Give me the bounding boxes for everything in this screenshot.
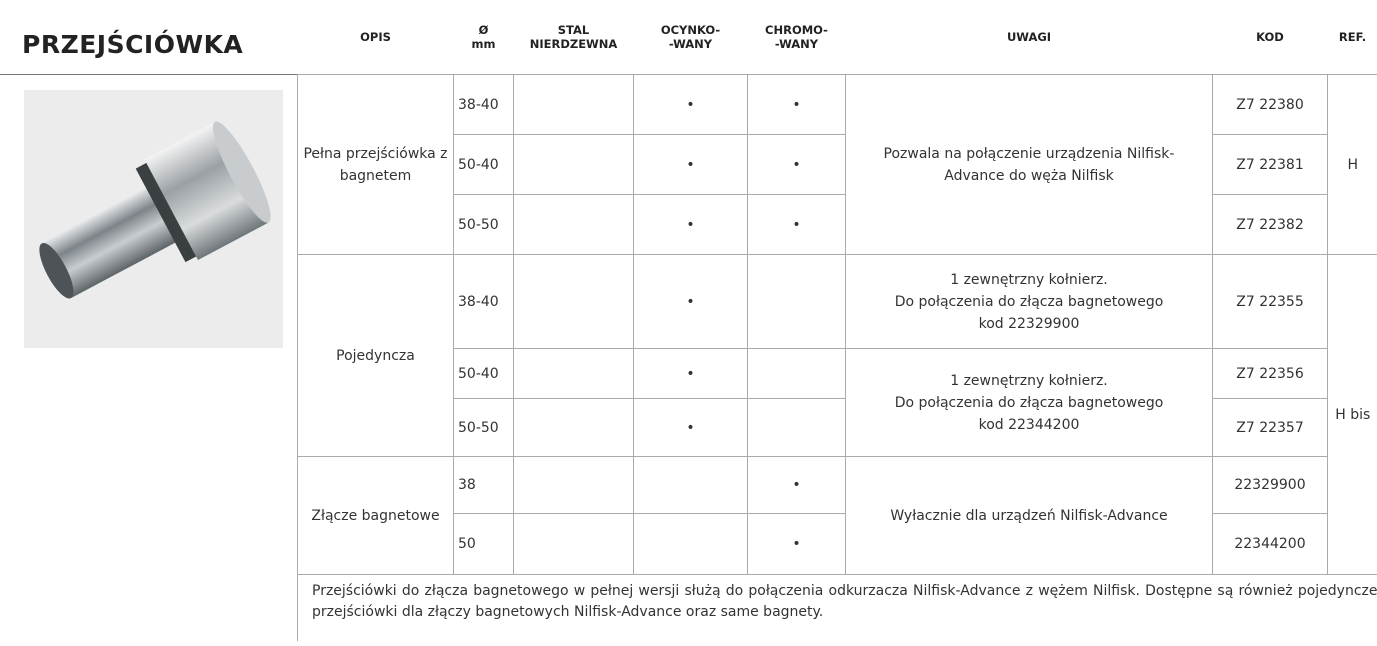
header-text: STAL — [557, 23, 590, 37]
row: 50-40 • 1 zewnętrzny kołnierz. Do połącze… — [298, 348, 1377, 457]
chrom: • — [747, 194, 846, 255]
row: 50-50 • • Z7 22382 — [298, 194, 1377, 255]
stal — [513, 348, 634, 399]
mm: 50 — [453, 513, 514, 575]
ocynk: • — [633, 398, 748, 457]
mm: 50-40 — [453, 348, 514, 399]
header-text: KOD — [1256, 30, 1284, 44]
chrom — [747, 348, 846, 399]
note-row: Przejściówki do złącza bagnetowego w peł… — [297, 574, 1377, 641]
header-text: REF. — [1338, 30, 1367, 44]
uwagi: 1 zewnętrzny kołnierz. Do połączenia do z… — [845, 254, 1213, 349]
row: 50-40 • • Z7 22381 — [298, 134, 1377, 195]
row: 50 • 22344200 — [298, 513, 1377, 575]
mm: 38-40 — [453, 74, 514, 135]
header-text: -WANY — [774, 37, 819, 51]
uwagi: 1 zewnętrzny kołnierz. Do połączenia do z… — [845, 348, 1213, 457]
header: REF. — [1328, 0, 1377, 75]
header: OPIS — [298, 0, 454, 75]
chrom — [747, 254, 846, 349]
chrom: • — [747, 74, 846, 135]
mm: 38 — [453, 456, 514, 514]
ocynk — [633, 456, 748, 514]
header-text: Ø — [478, 23, 489, 37]
kod: Z7 22382 — [1212, 194, 1328, 255]
ref: H bis — [1327, 254, 1377, 575]
row: Pojedyncza 38-40 • 1 zewnętrzny kołnierz… — [297, 254, 1377, 575]
header-text: OPIS — [360, 30, 391, 44]
uwagi: Pozwala na połączenie urządzenia Nilfisk… — [845, 74, 1213, 255]
kod: Z7 22355 — [1212, 254, 1328, 349]
product-illustration — [39, 121, 271, 299]
header-text: NIERDZEWNA — [529, 37, 618, 51]
chrom: • — [747, 513, 846, 575]
kod: 22329900 — [1212, 456, 1328, 514]
ocynk: • — [633, 254, 748, 349]
title: PRZEJŚCIÓWKA — [22, 30, 244, 59]
uwagi-line: Do połączenia do złącza bagnetowego — [894, 394, 1164, 411]
uwagi-line: 1 zewnętrzny kołnierz. — [950, 271, 1108, 288]
ocynk: • — [633, 134, 748, 195]
kod: Z7 22357 — [1212, 398, 1328, 457]
header-text: -WANY — [668, 37, 713, 51]
stal — [513, 194, 634, 255]
opis: Pełna przejściówka z bagnetem — [297, 74, 454, 255]
header: KOD — [1213, 0, 1328, 75]
row: Pełna przejściówka z bagnetem 38-40 • • … — [297, 74, 1377, 255]
uwagi: Wyłacznie dla urządzeń Nilfisk-Advance — [845, 456, 1213, 575]
uwagi-line: 1 zewnętrzny kołnierz. — [950, 372, 1108, 389]
stal — [513, 513, 634, 575]
kod: Z7 22381 — [1212, 134, 1328, 195]
stal — [513, 398, 634, 457]
chrom — [747, 398, 846, 457]
product-photo — [24, 90, 283, 348]
kod: Z7 22356 — [1212, 348, 1328, 399]
uwagi-line: kod 22329900 — [978, 315, 1080, 332]
uwagi-line: Do połączenia do złącza bagnetowego — [894, 293, 1164, 310]
mm: 50-50 — [453, 398, 514, 457]
stal — [513, 134, 634, 195]
chrom: • — [747, 456, 846, 514]
header-text: UWAGI — [1006, 30, 1052, 44]
ocynk: • — [633, 194, 748, 255]
ocynk: • — [633, 74, 748, 135]
mm: 50-40 — [453, 134, 514, 195]
header-text: OCYNKO- — [660, 23, 721, 37]
ref: H — [1327, 74, 1377, 255]
stal — [513, 74, 634, 135]
opis: Pojedyncza — [297, 254, 454, 457]
mm: 50-50 — [453, 194, 514, 255]
uwagi-line: kod 22344200 — [978, 416, 1080, 433]
kod: Z7 22380 — [1212, 74, 1328, 135]
stal — [513, 254, 634, 349]
ocynk: • — [633, 348, 748, 399]
header-text: mm — [471, 37, 496, 51]
chrom: • — [747, 134, 846, 195]
row: Złącze bagnetowe 38 • Wyłacznie dla urzą… — [297, 456, 1377, 575]
header: STAL NIERDZEWNA — [514, 0, 634, 75]
note: Przejściówki do złącza bagnetowego w peł… — [297, 574, 1377, 641]
header: OCYNKO- -WANY — [634, 0, 748, 75]
header: CHROMO- -WANY — [748, 0, 846, 75]
header: UWAGI — [846, 0, 1213, 75]
row: 50-50 • Z7 22357 — [298, 398, 1377, 457]
header-text: CHROMO- — [765, 23, 828, 37]
opis: Złącze bagnetowe — [297, 456, 454, 575]
kod: 22344200 — [1212, 513, 1328, 575]
ocynk — [633, 513, 748, 575]
stal — [513, 456, 634, 514]
mm: 38-40 — [453, 254, 514, 349]
